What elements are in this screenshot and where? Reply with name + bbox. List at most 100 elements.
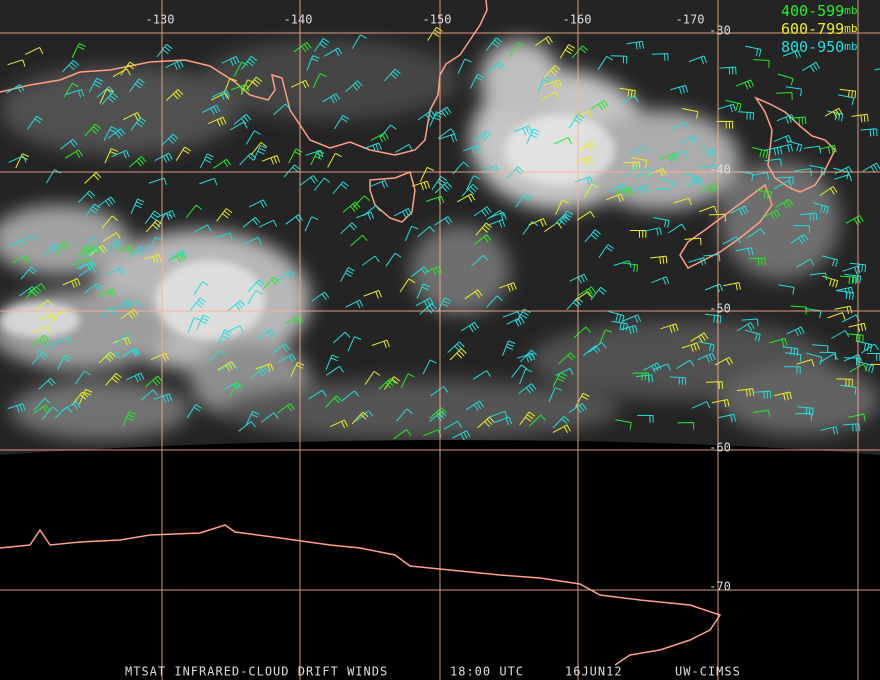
wind-barb (528, 218, 547, 227)
wind-barb (20, 266, 37, 280)
wind-barb (385, 252, 402, 267)
wind-barb (313, 177, 331, 191)
wind-barb (819, 186, 838, 197)
legend-label: 800-950 (781, 38, 844, 56)
wind-barb (76, 244, 93, 258)
wind-barb (290, 361, 305, 378)
wind-barb (329, 419, 348, 429)
wind-barb (670, 84, 689, 95)
wind-barb (430, 386, 449, 397)
longitude-label: -150 (423, 13, 452, 27)
wind-barb (332, 331, 351, 344)
wind-barb (88, 77, 104, 93)
wind-barb (668, 223, 687, 234)
wind-barb (785, 86, 802, 97)
wind-barb (122, 347, 141, 358)
wind-barb (383, 376, 401, 390)
wind-barb (626, 40, 644, 50)
longitude-label: -130 (146, 13, 175, 27)
wind-barb (327, 152, 342, 168)
wind-barb (233, 61, 249, 77)
wind-barb (584, 229, 601, 243)
wind-barb (519, 368, 533, 385)
wind-barb (33, 326, 52, 334)
footer: MTSAT INFRARED-CLOUD DRIFT WINDS 18:00 UT… (125, 665, 741, 679)
wind-barb (464, 289, 483, 300)
wind-barb (819, 351, 837, 360)
wind-barb (126, 372, 145, 383)
wind-barb (352, 195, 370, 208)
wind-barb (697, 352, 716, 363)
wind-barb (78, 190, 96, 203)
wind-barb (851, 113, 869, 123)
wind-barb (486, 295, 503, 308)
wind-barb (775, 92, 793, 100)
wind-barb (429, 407, 447, 419)
wind-barb (370, 132, 389, 143)
wind-barb (186, 404, 202, 419)
wind-barb (699, 205, 718, 214)
wind-barb (552, 372, 567, 388)
wind-barb (752, 147, 769, 159)
wind-barb (278, 353, 297, 363)
wind-barb (590, 100, 609, 111)
wind-barb (37, 313, 56, 322)
legend-entry: 800-950mb (781, 38, 857, 56)
wind-barb (566, 297, 584, 310)
wind-barb (262, 276, 280, 290)
wind-barb (831, 330, 850, 339)
wind-barb (199, 153, 214, 169)
wind-barb (690, 332, 709, 343)
wind-barb (486, 37, 503, 51)
wind-barb (705, 313, 722, 324)
wind-barb (99, 88, 114, 104)
wind-barb (429, 410, 447, 423)
wind-barb (827, 312, 846, 320)
wind-barb (19, 234, 38, 242)
wind-barb (528, 414, 546, 427)
wind-barb (669, 150, 688, 159)
wind-barb (509, 41, 525, 57)
wind-barb (189, 297, 207, 311)
wind-barb (544, 79, 563, 89)
wind-barb (350, 234, 368, 247)
wind-barb (622, 314, 642, 323)
wind-barb (351, 411, 369, 425)
wind-barb (276, 403, 295, 414)
wind-barb (122, 411, 136, 427)
wind-barb (229, 382, 244, 398)
wind-barb (651, 276, 670, 285)
footer-text: UW-CIMSS (675, 665, 741, 679)
wind-barb (394, 143, 413, 153)
legend-unit: mb (844, 22, 857, 35)
wind-barb (552, 415, 570, 429)
wind-barb (820, 426, 839, 435)
wind-barb (140, 389, 159, 401)
wind-barb (773, 134, 792, 144)
wind-barb (660, 152, 679, 163)
graticule-labels: -130 -140 -150 -160 -170 -30 -40 -50 -60 -70 (146, 13, 731, 594)
wind-barb (175, 146, 191, 161)
wind-barb (860, 128, 878, 137)
wind-barb (803, 145, 822, 154)
wind-barb (650, 255, 668, 265)
wind-barb (643, 227, 662, 236)
wind-barb (417, 226, 435, 238)
wind-barb (475, 222, 493, 236)
wind-barb (614, 186, 634, 197)
wind-barb (84, 203, 101, 218)
wind-barb (419, 166, 434, 183)
wind-barb (246, 76, 263, 91)
wind-barb (797, 406, 814, 416)
wind-barb (27, 115, 43, 130)
wind-barb (684, 237, 702, 246)
wind-barb (66, 89, 85, 98)
wind-barb (858, 361, 875, 373)
wind-barb (631, 157, 648, 168)
wind-barb (36, 342, 54, 354)
wind-barb (393, 429, 412, 440)
wind-barb (98, 287, 117, 299)
wind-barb (552, 214, 570, 227)
wind-barb (471, 254, 489, 267)
wind-barb (129, 245, 147, 258)
